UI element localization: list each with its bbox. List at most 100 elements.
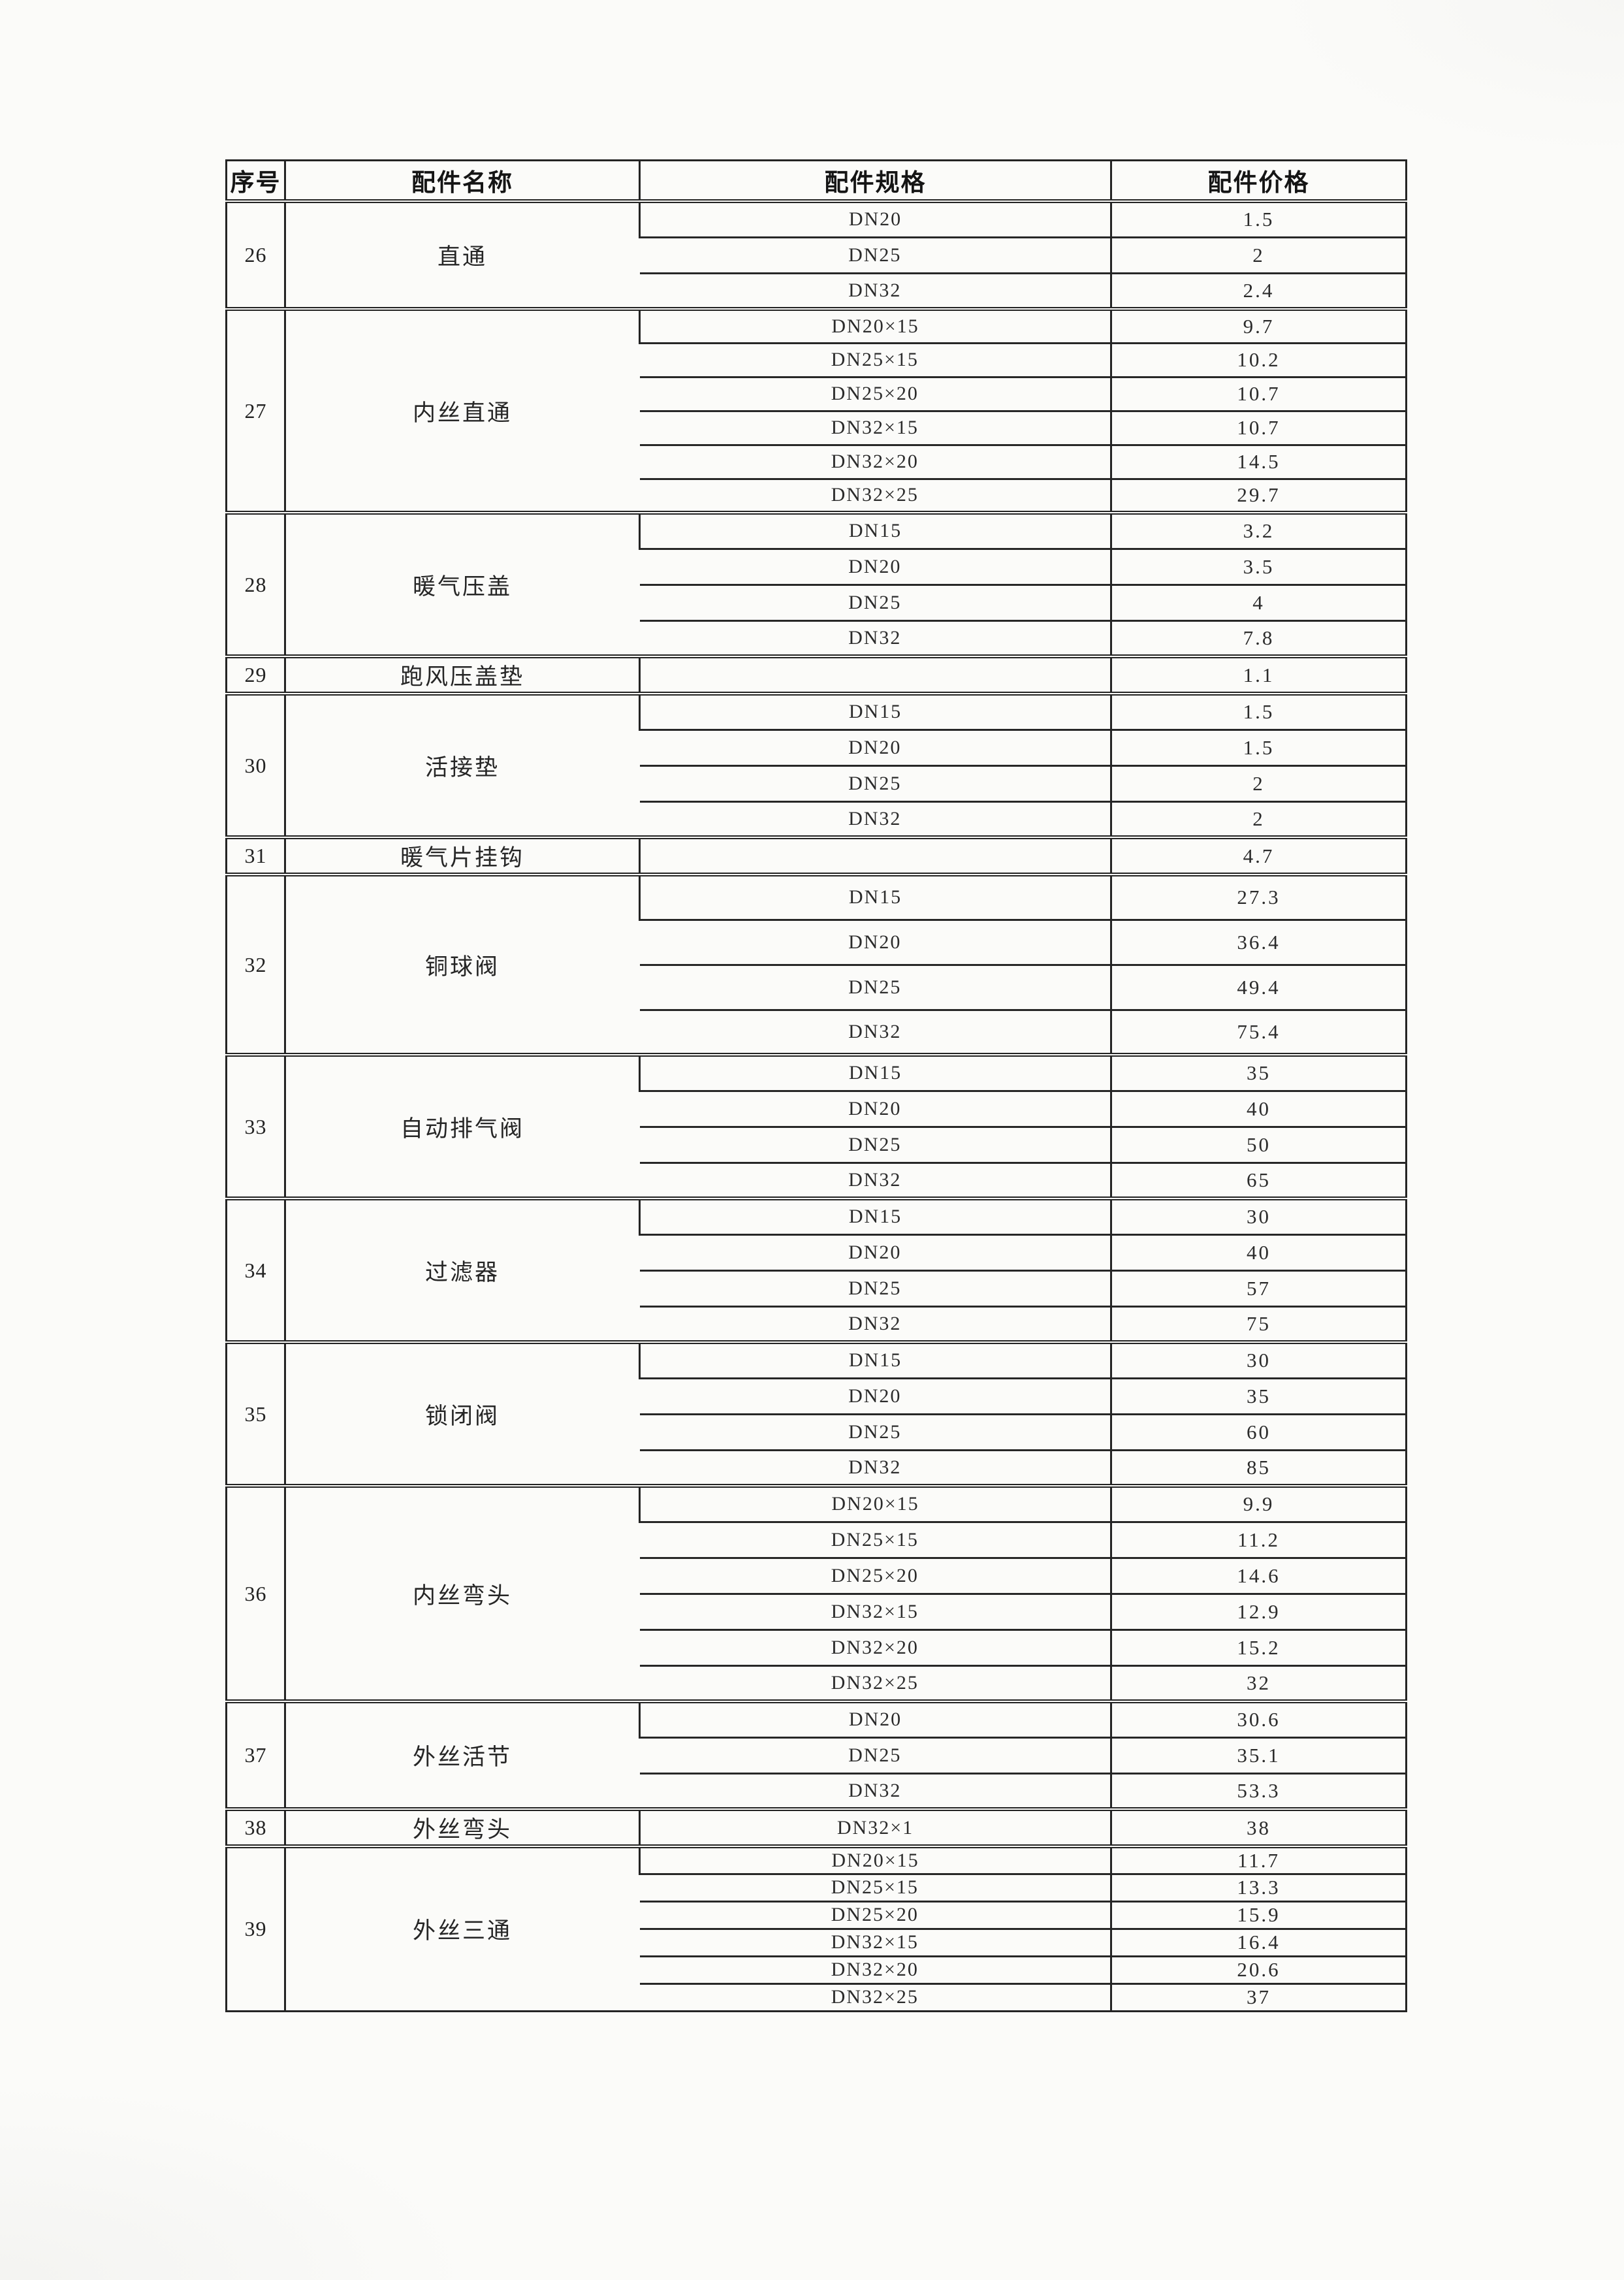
price-cell: 35 — [1110, 1053, 1407, 1091]
price-cell: 13.3 — [1110, 1872, 1407, 1901]
spec-cell: DN25×15 — [639, 342, 1111, 377]
price-cell: 29.7 — [1110, 477, 1407, 513]
spec-cell: DN32 — [639, 1305, 1111, 1342]
table-row: DN25×20 10.7 — [227, 376, 1407, 411]
table-row: DN32 85 — [227, 1449, 1407, 1486]
group-row: 30 活接垫 DN15 1.5 — [226, 692, 1407, 837]
price-cell: 4.7 — [1110, 835, 1407, 875]
row-no-cell: 37 — [226, 1699, 285, 1809]
price-cell: 53.3 — [1110, 1772, 1407, 1809]
table-row: DN32×15 12.9 — [227, 1592, 1407, 1630]
row-no-cell: 34 — [226, 1196, 285, 1342]
row-no-cell: 29 — [226, 654, 285, 694]
spec-cell: DN20×15 — [639, 307, 1111, 343]
part-name-cell: 外丝三通 — [284, 1844, 640, 2011]
price-cell: 1.5 — [1110, 199, 1407, 237]
spec-cell: DN32×20 — [639, 443, 1111, 479]
spec-cell: DN25 — [639, 764, 1111, 801]
group-row: 33 自动排气阀 DN15 35 — [226, 1053, 1407, 1198]
price-cell: 36.4 — [1110, 918, 1407, 965]
spec-cell: DN32×15 — [639, 409, 1111, 445]
table-row: DN25 50 — [227, 1125, 1407, 1163]
group-row: 38 外丝弯头 DN32×1 38 — [226, 1807, 1407, 1846]
spec-cell: DN32 — [639, 1161, 1111, 1198]
row-no-cell: 39 — [226, 1844, 285, 2011]
price-cell: 38 — [1110, 1807, 1407, 1846]
price-cell: 10.7 — [1110, 376, 1407, 411]
table-row: DN20 40 — [227, 1089, 1407, 1127]
part-name-cell: 过滤器 — [284, 1196, 640, 1342]
price-cell: 50 — [1110, 1125, 1407, 1163]
table-row: DN20 1.5 — [227, 728, 1407, 765]
header-row: 序号 配件名称 配件规格 配件价格 — [226, 160, 1407, 203]
price-cell: 35.1 — [1110, 1736, 1407, 1773]
price-cell: 9.9 — [1110, 1484, 1407, 1522]
table-row: DN32 75.4 — [227, 1008, 1407, 1055]
spec-cell: DN32 — [639, 1449, 1111, 1486]
spec-cell: DN32 — [639, 272, 1111, 309]
group-row: 34 过滤器 DN15 30 — [226, 1196, 1407, 1342]
price-cell: 4 — [1110, 583, 1407, 620]
spec-cell: DN20 — [639, 918, 1111, 965]
spec-cell: DN32×25 — [639, 477, 1111, 513]
spec-cell: DN25×15 — [639, 1520, 1111, 1558]
spec-cell: DN15 — [639, 1053, 1111, 1091]
price-cell: 30.6 — [1110, 1699, 1407, 1737]
price-cell: 7.8 — [1110, 619, 1407, 656]
spec-cell: DN32×15 — [639, 1927, 1111, 1956]
table-row: DN32 75 — [227, 1305, 1407, 1342]
price-cell: 57 — [1110, 1269, 1407, 1306]
price-cell: 85 — [1110, 1449, 1407, 1486]
table-row: DN32 53.3 — [227, 1772, 1407, 1809]
spec-cell: DN32 — [639, 619, 1111, 656]
price-cell: 11.2 — [1110, 1520, 1407, 1558]
spec-cell: DN25 — [639, 963, 1111, 1010]
part-name-cell: 锁闭阀 — [284, 1340, 640, 1486]
spec-cell: DN15 — [639, 1196, 1111, 1234]
price-cell: 49.4 — [1110, 963, 1407, 1010]
spec-cell: DN32×1 — [639, 1807, 1111, 1846]
row-no-cell: 27 — [226, 307, 285, 513]
price-cell: 20.6 — [1110, 1955, 1407, 1983]
spec-cell: DN15 — [639, 511, 1111, 549]
table-row: DN32×25 29.7 — [227, 477, 1407, 513]
group-row: 28 暖气压盖 DN15 3.2 — [226, 511, 1407, 656]
group-row: 39 外丝三通 DN20×15 11.7 — [226, 1844, 1407, 2011]
group-row: 31 暖气片挂钩 4.7 — [226, 835, 1407, 875]
parts-price-table: 序号 配件名称 配件规格 配件价格 26 直通 DN20 1.5 DN25 2 … — [225, 159, 1407, 2012]
spec-cell: DN20 — [639, 547, 1111, 585]
table-row: DN25 2 — [227, 764, 1407, 801]
group-row: 29 跑风压盖垫 1.1 — [226, 654, 1407, 694]
row-no-cell: 38 — [226, 1807, 285, 1846]
part-name-cell: 内丝弯头 — [284, 1484, 640, 1701]
price-cell: 60 — [1110, 1413, 1407, 1450]
price-cell: 40 — [1110, 1089, 1407, 1127]
spec-cell: DN25 — [639, 1736, 1111, 1773]
spec-cell: DN25×20 — [639, 376, 1111, 411]
part-name-cell: 自动排气阀 — [284, 1053, 640, 1198]
row-no-cell: 36 — [226, 1484, 285, 1701]
price-cell: 2 — [1110, 800, 1407, 837]
price-cell: 32 — [1110, 1664, 1407, 1701]
table-row: DN25 57 — [227, 1269, 1407, 1306]
part-name-cell: 外丝弯头 — [284, 1807, 640, 1846]
table-row: DN25×15 11.2 — [227, 1520, 1407, 1558]
part-name-cell: 暖气压盖 — [284, 511, 640, 656]
part-name-cell: 活接垫 — [284, 692, 640, 837]
table-row: DN25×15 10.2 — [227, 342, 1407, 377]
spec-cell: DN15 — [639, 873, 1111, 920]
part-name-cell: 内丝直通 — [284, 307, 640, 513]
spec-cell: DN25 — [639, 1413, 1111, 1450]
price-cell: 1.5 — [1110, 728, 1407, 765]
price-cell: 16.4 — [1110, 1927, 1407, 1956]
spec-cell: DN32 — [639, 1772, 1111, 1809]
price-cell: 10.7 — [1110, 409, 1407, 445]
price-cell: 3.5 — [1110, 547, 1407, 585]
table-row: DN25 4 — [227, 583, 1407, 620]
row-no-cell: 28 — [226, 511, 285, 656]
row-no-cell: 31 — [226, 835, 285, 875]
part-name-cell: 跑风压盖垫 — [284, 654, 640, 694]
spec-cell: DN20 — [639, 1377, 1111, 1414]
table-row: DN32 7.8 — [227, 619, 1407, 656]
